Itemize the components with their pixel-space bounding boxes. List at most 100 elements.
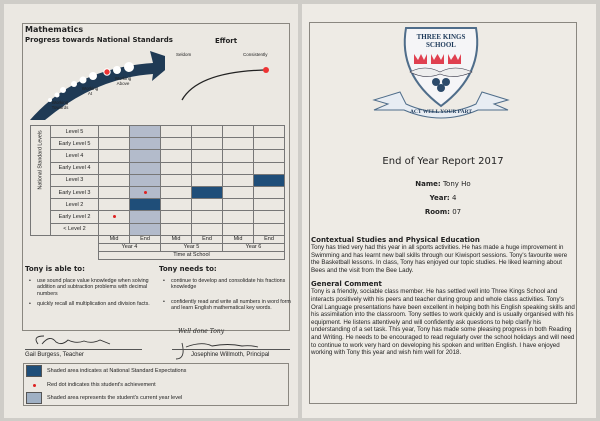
- comments: Contextual Studies and Physical Educatio…: [311, 236, 577, 357]
- grid-cell: [129, 185, 161, 200]
- current-swatch: [26, 392, 42, 404]
- grid-cell: [253, 185, 285, 200]
- level-label: < Level 2: [50, 222, 99, 236]
- grid-row: < Level 2: [31, 222, 285, 236]
- grid-cell: [160, 222, 192, 236]
- achievement-dot: [143, 191, 147, 195]
- grid-cell: [98, 149, 130, 163]
- grid-cell: [253, 222, 285, 236]
- principal-line: [172, 349, 290, 350]
- subject-title: Mathematics: [25, 25, 84, 34]
- grid-cell: [129, 173, 161, 187]
- grid-cell: [253, 124, 285, 139]
- grid-cell: [191, 124, 223, 139]
- period-label: Mid: [98, 234, 130, 244]
- year-label: Year 6: [222, 242, 285, 252]
- achievement-dot: [112, 215, 116, 219]
- achievement-circle: [103, 68, 111, 76]
- period-label: End: [253, 234, 285, 244]
- grid-cell: [98, 161, 130, 175]
- grid-cell: [222, 210, 254, 224]
- grid-row: Level 2: [31, 198, 285, 212]
- year-label: Year:: [429, 194, 450, 202]
- period-label: Mid: [160, 234, 192, 244]
- year-value: 4: [451, 194, 457, 202]
- grid-cell: [191, 210, 223, 224]
- student-room: Room: 07: [309, 208, 577, 216]
- label-working-towards: Working Towards: [51, 100, 69, 110]
- needs-title: Tony needs to:: [159, 265, 217, 273]
- section-text: Tony has tried very had this year in all…: [311, 244, 568, 274]
- grid-cell: [222, 185, 254, 200]
- grid-cell: [160, 149, 192, 163]
- grid-cell: [222, 124, 254, 139]
- x-axis-label: Time at School: [98, 250, 285, 260]
- grid-cell: [222, 198, 254, 212]
- grid-cell: [191, 149, 223, 163]
- svg-text:ACT WELL YOUR PART: ACT WELL YOUR PART: [410, 109, 472, 115]
- student-year: Year: 4: [309, 194, 577, 202]
- able-item: quickly recall all multiplication and di…: [25, 301, 157, 308]
- period-label: End: [129, 234, 161, 244]
- grid-cell: [253, 210, 285, 224]
- grid-cell: [253, 161, 285, 175]
- label-working-at: Working At: [81, 86, 99, 96]
- teacher-line: [25, 349, 142, 350]
- svg-text:SCHOOL: SCHOOL: [426, 41, 456, 49]
- grid-cell: [191, 173, 223, 187]
- level-label: Early Level 4: [50, 161, 99, 175]
- grid-row: Level 3: [31, 173, 285, 187]
- effort-curve: [181, 67, 269, 101]
- name-label: Name:: [415, 180, 441, 188]
- grid-cell: [129, 210, 161, 224]
- grid-cell: [160, 185, 192, 200]
- grid-row: Early Level 2: [31, 210, 285, 224]
- grid-cell: [98, 210, 130, 224]
- year-label: Year 5: [160, 242, 223, 252]
- section-text: Tony is a friendly, sociable class membe…: [311, 288, 575, 357]
- effort-high-label: Consistently: [243, 52, 268, 57]
- section-title: General Comment: [311, 280, 382, 289]
- label-working-above: Working Above: [114, 76, 132, 86]
- grid-cell: [160, 198, 192, 212]
- period-label: Mid: [222, 234, 254, 244]
- grid-cell: [191, 161, 223, 175]
- school-logo: THREE KINGS SCHOOL ACT WELL YOUR PART: [372, 27, 510, 119]
- year-label: Year 4: [98, 242, 161, 252]
- needs-list: continue to develop and consolidate his …: [159, 278, 291, 315]
- level-label: Level 2: [50, 198, 99, 212]
- grid-cell: [222, 137, 254, 151]
- grid-cell: [98, 173, 130, 187]
- principal-note: Well done Tony: [178, 328, 225, 335]
- grid-cell: [160, 161, 192, 175]
- principal-signature: [175, 342, 259, 360]
- legend: Shaded area indicates at National Standa…: [23, 363, 289, 406]
- expectation-swatch: [26, 365, 42, 377]
- report-title: End of Year Report 2017: [382, 156, 504, 167]
- effort-low-label: Seldom: [176, 52, 192, 57]
- grid-cell: [98, 137, 130, 151]
- grid-cell: [98, 222, 130, 236]
- red-dot-icon: [32, 383, 36, 387]
- legend-current: Shaded area represents the student's cur…: [47, 395, 183, 401]
- grid-cell: [222, 161, 254, 175]
- grid-row: Level 4: [31, 149, 285, 163]
- grid-cell: [160, 137, 192, 151]
- grid-cell: [222, 149, 254, 163]
- level-label: Level 3: [50, 173, 99, 187]
- name-value: Tony Ho: [442, 180, 471, 188]
- grid-cell: [160, 173, 192, 187]
- effort-title: Effort: [215, 37, 238, 45]
- legend-achievement: Red dot indicates this student's achieve…: [47, 382, 156, 388]
- level-label: Level 4: [50, 149, 99, 163]
- teacher-signature: [35, 335, 111, 345]
- able-list: use sound place value knowledge when sol…: [25, 278, 157, 311]
- grid-row: Early Level 5: [31, 137, 285, 151]
- expectation-cell: [129, 198, 161, 212]
- level-label: Early Level 3: [50, 185, 99, 200]
- grid-cell: [222, 173, 254, 187]
- progress-title: Progress towards National Standards: [25, 36, 173, 44]
- svg-text:THREE KINGS: THREE KINGS: [417, 33, 466, 41]
- grid-cell: [222, 222, 254, 236]
- level-label: Level 5: [50, 124, 99, 139]
